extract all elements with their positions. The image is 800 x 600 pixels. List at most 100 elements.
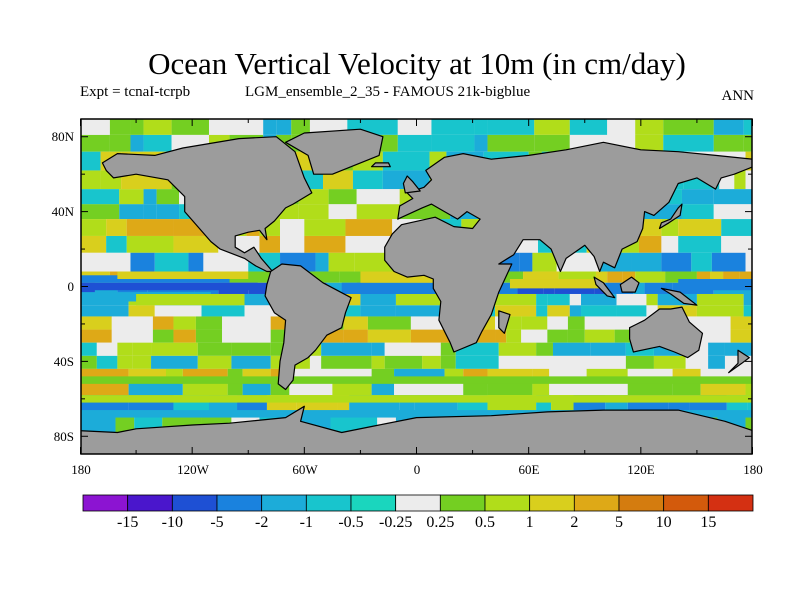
colorbar-label: 0.25 (426, 514, 455, 531)
velocity-patch (695, 329, 731, 343)
velocity-patch (143, 134, 172, 152)
land-new-zealand (728, 349, 750, 374)
velocity-patch (328, 252, 355, 272)
velocity-patch (549, 381, 587, 396)
velocity-patch (444, 381, 464, 396)
land-madagascar (498, 310, 511, 334)
velocity-patch (81, 329, 112, 343)
land-antarctica (81, 405, 752, 454)
velocity-patch (227, 271, 279, 283)
velocity-patch (81, 134, 110, 152)
velocity-patch (126, 235, 174, 253)
colorbar-swatch (484, 494, 531, 512)
velocity-patch (345, 219, 393, 236)
velocity-patch (117, 342, 133, 356)
velocity-patch (547, 316, 568, 330)
velocity-patch (309, 355, 322, 369)
velocity-patch (231, 342, 271, 356)
velocity-patch (117, 271, 249, 280)
velocity-patch (382, 151, 430, 171)
velocity-patch (188, 252, 204, 272)
velocity-patch (581, 305, 617, 317)
velocity-patch (536, 293, 548, 306)
velocity-patch (495, 293, 537, 306)
land-australia (628, 306, 704, 359)
velocity-patch (231, 355, 271, 369)
velocity-patch (208, 119, 230, 135)
colorbar-swatch (439, 494, 486, 512)
velocity-patch (143, 204, 157, 220)
velocity-patch (547, 293, 570, 306)
velocity-patch (607, 271, 623, 283)
velocity-patch (151, 342, 198, 356)
colorbar-label: 2 (570, 514, 579, 531)
velocity-patch (506, 316, 522, 330)
lon-label-180e: 180 (743, 462, 763, 477)
velocity-patch (280, 235, 305, 253)
land-eurasia-africa (384, 141, 752, 353)
velocity-patch (567, 316, 585, 330)
velocity-patch (590, 355, 626, 369)
velocity-patch (111, 329, 153, 343)
velocity-patch (291, 119, 310, 135)
velocity-patch (724, 342, 752, 356)
velocity-patch (130, 134, 144, 152)
lon-label-180w: 180 (71, 462, 91, 477)
velocity-patch (696, 271, 711, 283)
velocity-patch (498, 342, 537, 356)
velocity-patch (721, 219, 752, 236)
velocity-patch (635, 271, 666, 283)
velocity-patch (523, 271, 559, 283)
velocity-patch (534, 134, 570, 152)
velocity-patch (635, 119, 664, 135)
velocity-patch (328, 189, 357, 205)
land-masses (81, 128, 752, 454)
velocity-patch (81, 342, 97, 356)
velocity-patch (410, 329, 454, 343)
velocity-patch (678, 235, 722, 253)
velocity-patch (713, 119, 744, 135)
velocity-patch (625, 355, 654, 369)
lon-label-60e: 60E (518, 462, 540, 477)
velocity-patch (360, 271, 436, 283)
velocity-patch (360, 305, 396, 317)
velocity-patch (173, 329, 196, 343)
velocity-patch (298, 204, 329, 220)
velocity-patch (581, 293, 617, 306)
velocity-patch (111, 316, 153, 330)
velocity-patch (242, 381, 271, 396)
velocity-patch (422, 355, 441, 369)
colorbar-swatch (707, 494, 754, 512)
velocity-patch (106, 219, 127, 236)
velocity-patch (81, 170, 101, 190)
velocity-patch (304, 235, 346, 253)
velocity-patch (745, 170, 752, 190)
colorbar-swatch (82, 494, 129, 512)
velocity-patch (635, 134, 664, 152)
velocity-patch (173, 316, 196, 330)
velocity-patch (521, 316, 548, 330)
velocity-patch (616, 305, 647, 317)
velocity-patch (337, 395, 350, 414)
velocity-patch (474, 134, 488, 152)
velocity-patch (246, 235, 260, 253)
velocity-patch (323, 170, 353, 190)
velocity-patch (622, 271, 636, 283)
velocity-patch (695, 316, 731, 330)
velocity-patch (552, 355, 591, 369)
velocity-patch (678, 279, 752, 291)
velocity-patch (653, 355, 686, 369)
colorbar-label: -0.5 (338, 514, 364, 531)
colorbar-swatch (350, 494, 397, 512)
velocity-patch (723, 271, 740, 283)
land-north-america (101, 136, 313, 273)
velocity-patch (201, 305, 245, 317)
velocity-patch (244, 305, 279, 317)
velocity-patch (495, 305, 537, 317)
velocity-patch (586, 381, 628, 396)
velocity-patch (203, 252, 249, 272)
velocity-patch (115, 413, 135, 435)
velocity-patch (569, 305, 582, 317)
colorbar-label: -2 (254, 514, 269, 531)
lon-label-0: 0 (413, 462, 421, 477)
